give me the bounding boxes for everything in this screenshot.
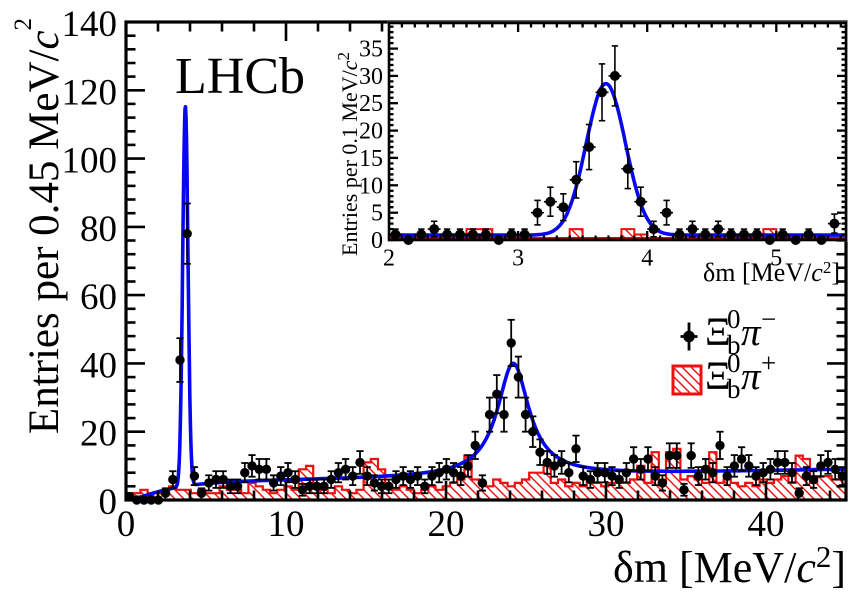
svg-text:Ξ: Ξ xyxy=(705,353,731,398)
svg-text:−: − xyxy=(761,304,776,334)
svg-text:π: π xyxy=(741,355,762,398)
svg-text:30: 30 xyxy=(359,64,383,90)
svg-text:35: 35 xyxy=(359,37,383,63)
svg-text:δm [MeV/c2]: δm [MeV/c2] xyxy=(703,258,840,287)
svg-text:3: 3 xyxy=(512,246,524,272)
svg-text:δm [MeV/c2]: δm [MeV/c2] xyxy=(613,539,846,592)
svg-text:Entries per 0.1 MeV/c2: Entries per 0.1 MeV/c2 xyxy=(334,52,362,256)
svg-text:+: + xyxy=(761,348,776,378)
svg-text:0: 0 xyxy=(727,348,741,378)
svg-text:4: 4 xyxy=(641,246,653,272)
svg-text:0: 0 xyxy=(371,228,383,254)
svg-text:15: 15 xyxy=(359,146,383,172)
svg-text:40: 40 xyxy=(748,504,785,545)
svg-text:Ξ: Ξ xyxy=(705,309,731,354)
svg-text:20: 20 xyxy=(428,504,465,545)
svg-text:100: 100 xyxy=(62,141,118,182)
svg-text:80: 80 xyxy=(80,209,117,250)
svg-text:5: 5 xyxy=(770,246,782,272)
svg-text:LHCb: LHCb xyxy=(175,48,305,105)
svg-text:30: 30 xyxy=(588,504,625,545)
svg-text:10: 10 xyxy=(359,173,383,199)
svg-text:0: 0 xyxy=(99,482,118,523)
svg-text:5: 5 xyxy=(371,201,383,227)
svg-text:2: 2 xyxy=(383,246,395,272)
svg-text:b: b xyxy=(727,330,741,360)
svg-text:0: 0 xyxy=(117,504,136,545)
svg-text:π: π xyxy=(741,311,762,354)
svg-text:20: 20 xyxy=(359,119,383,145)
svg-text:140: 140 xyxy=(62,4,118,45)
svg-text:120: 120 xyxy=(62,72,118,113)
svg-text:b: b xyxy=(727,374,741,404)
svg-text:40: 40 xyxy=(80,345,117,386)
svg-text:20: 20 xyxy=(80,414,117,455)
svg-text:0: 0 xyxy=(727,304,741,334)
svg-text:25: 25 xyxy=(359,91,383,117)
svg-text:60: 60 xyxy=(80,277,117,318)
svg-text:10: 10 xyxy=(268,504,305,545)
